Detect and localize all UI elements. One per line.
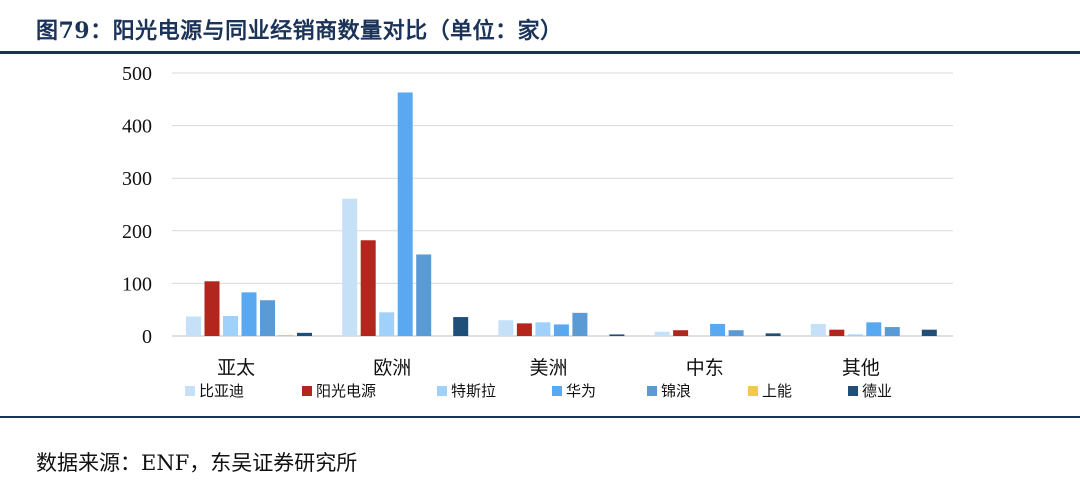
bar <box>223 316 238 336</box>
y-axis-ticks: 0 100 200 300 400 500 <box>122 63 152 348</box>
bar <box>516 323 532 336</box>
bar <box>260 300 275 336</box>
bottom-divider <box>0 416 1080 418</box>
legend-label: 德业 <box>862 382 892 400</box>
legend-label: 特斯拉 <box>451 382 496 400</box>
x-category-label: 欧洲 <box>373 357 411 379</box>
bar <box>810 323 826 336</box>
bar <box>847 334 863 336</box>
bar <box>397 92 413 336</box>
legend-label: 华为 <box>566 382 596 400</box>
bar <box>379 312 395 336</box>
bar <box>710 323 726 336</box>
x-category-label: 其他 <box>842 357 880 379</box>
grid-lines <box>172 72 953 337</box>
y-tick-label: 400 <box>122 116 152 138</box>
y-tick-label: 0 <box>142 326 152 348</box>
legend-swatch <box>848 386 858 396</box>
legend-label: 锦浪 <box>661 382 691 400</box>
bar <box>609 334 625 336</box>
bar <box>553 324 569 336</box>
bar <box>921 329 937 336</box>
bar <box>241 292 257 336</box>
bar <box>278 334 294 336</box>
bar <box>691 335 707 336</box>
figure-title: 图79：阳光电源与同业经销商数量对比（单位：家） <box>36 18 563 44</box>
legend-label: 比亚迪 <box>199 382 244 400</box>
y-tick-label: 500 <box>122 63 152 85</box>
bar <box>728 330 744 336</box>
bar <box>498 320 514 336</box>
bar <box>572 312 588 336</box>
bar <box>535 322 551 336</box>
legend-swatch <box>647 386 657 396</box>
bar <box>360 240 376 336</box>
bar <box>829 329 845 336</box>
bar <box>453 317 469 336</box>
bar <box>416 254 432 336</box>
bar-chart: 0 100 200 300 400 500 亚太 欧洲 美洲 中东 其他 比亚迪 阳光电源 特斯拉 华为… <box>122 63 953 400</box>
legend-swatch <box>185 386 195 396</box>
bar <box>866 322 882 336</box>
legend-label: 上能 <box>762 382 792 400</box>
x-category-label: 中东 <box>686 357 724 379</box>
bar <box>673 330 689 336</box>
y-tick-label: 200 <box>122 221 152 243</box>
title-bar: 图79：阳光电源与同业经销商数量对比（单位：家） <box>0 0 1080 54</box>
bar <box>654 331 670 336</box>
y-tick-label: 100 <box>122 273 152 295</box>
bar <box>297 332 312 336</box>
bars <box>186 92 937 336</box>
legend: 比亚迪 阳光电源 特斯拉 华为 锦浪 上能 德业 <box>185 382 892 400</box>
bar <box>342 198 358 336</box>
legend-swatch <box>302 386 312 396</box>
source-note: 数据来源：ENF，东吴证券研究所 <box>36 451 358 475</box>
x-axis-categories: 亚太 欧洲 美洲 中东 其他 <box>217 357 880 379</box>
x-category-label: 美洲 <box>529 357 567 379</box>
legend-swatch <box>748 386 758 396</box>
legend-swatch <box>437 386 447 396</box>
bar <box>204 281 220 336</box>
bar <box>884 327 900 336</box>
bar <box>186 316 201 336</box>
y-tick-label: 300 <box>122 168 152 190</box>
legend-label: 阳光电源 <box>316 382 376 400</box>
legend-swatch <box>552 386 562 396</box>
bar <box>765 333 781 336</box>
x-category-label: 亚太 <box>217 357 255 379</box>
